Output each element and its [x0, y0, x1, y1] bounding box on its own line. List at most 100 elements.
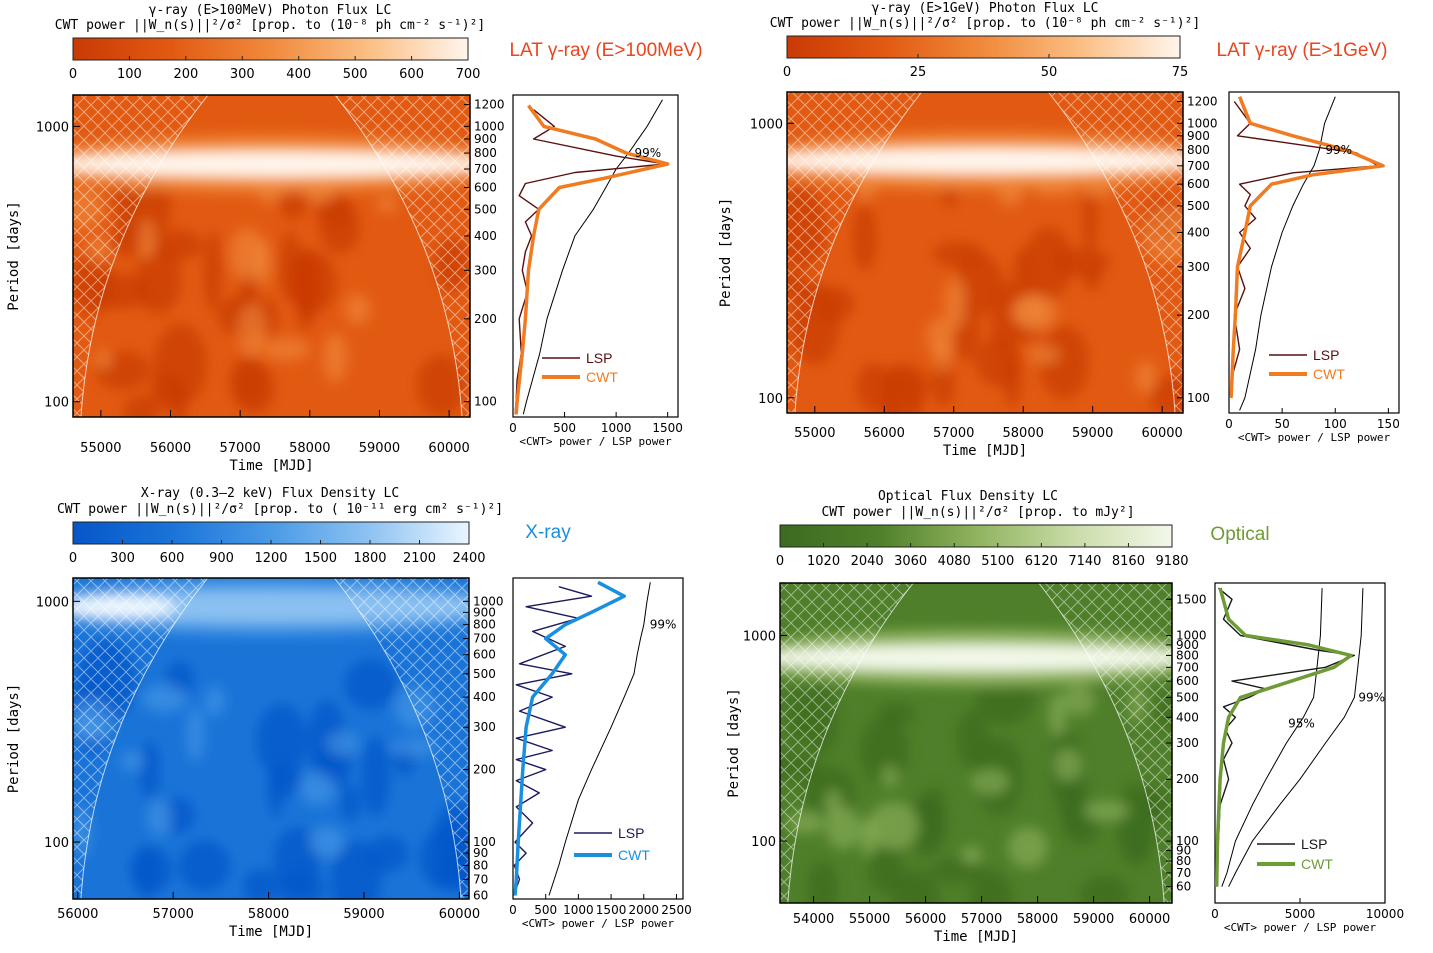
- side-x-tick-label: 1500: [596, 903, 627, 917]
- legend-label: LSP: [1301, 836, 1327, 852]
- lsp-curve: [1215, 587, 1356, 887]
- side-x-axis-label: <CWT> power / LSP power: [1224, 921, 1377, 934]
- period-tick-label: 700: [473, 632, 496, 646]
- side-x-tick-label: 2500: [661, 903, 692, 917]
- period-tick-label: 600: [1176, 674, 1199, 688]
- y-tick-label: 1000: [750, 117, 783, 132]
- cwt-heatmap: [73, 95, 470, 417]
- x-tick-label: 56000: [905, 912, 946, 927]
- period-tick-label: 500: [1187, 199, 1210, 213]
- colorbar-tick-label: 2040: [851, 554, 884, 569]
- cone-of-influence-left: [73, 578, 208, 899]
- y-axis-label: Period [days]: [6, 201, 22, 311]
- significance-99-curve: [1239, 96, 1336, 411]
- x-axis-label: Time [MJD]: [934, 929, 1018, 945]
- colorbar-tick-label: 600: [399, 67, 424, 82]
- cone-of-influence-right: [1048, 92, 1183, 413]
- x-tick-label: 56000: [150, 441, 191, 456]
- cone-of-influence-left: [73, 95, 208, 417]
- period-tick-label: 90: [473, 846, 488, 860]
- side-x-tick-label: 50: [1274, 417, 1289, 431]
- y-tick-label: 100: [44, 836, 69, 851]
- colorbar-tick-label: 7140: [1068, 554, 1101, 569]
- colorbar-tick-label: 4080: [938, 554, 971, 569]
- period-tick-label: 100: [474, 395, 497, 409]
- colorbar-tick-label: 25: [910, 65, 927, 80]
- x-tick-label: 57000: [933, 426, 974, 441]
- colorbar: [72, 37, 469, 61]
- colorbar-tick-label: 500: [343, 67, 368, 82]
- significance-99-label: 99%: [1358, 690, 1385, 704]
- x-tick-label: 56000: [864, 426, 905, 441]
- side-x-tick-label: 1500: [652, 421, 683, 435]
- y-axis-label: Period [days]: [726, 688, 742, 798]
- period-tick-label: 1500: [1176, 592, 1207, 606]
- x-axis-label: Time [MJD]: [943, 443, 1027, 459]
- colorbar-tick-label: 50: [1041, 65, 1058, 80]
- colorbar-tick-label: 0: [783, 65, 791, 80]
- x-tick-label: 60000: [439, 907, 480, 922]
- period-tick-label: 900: [473, 605, 496, 619]
- cone-of-influence-left: [787, 92, 922, 413]
- x-tick-label: 57000: [219, 441, 260, 456]
- side-x-tick-label: 1000: [601, 421, 632, 435]
- period-tick-label: 80: [473, 858, 488, 872]
- period-tick-label: 200: [1187, 308, 1210, 322]
- period-tick-label: 600: [1187, 177, 1210, 191]
- legend-label: CWT: [1313, 366, 1345, 382]
- colorbar-label: CWT power ||W_n(s)||²/σ² [prop. to ( 10⁻…: [57, 502, 503, 517]
- legend-label: CWT: [1301, 856, 1333, 872]
- y-tick-label: 1000: [743, 629, 776, 644]
- period-tick-label: 800: [1187, 143, 1210, 157]
- colorbar-tick-label: 600: [160, 551, 185, 566]
- side-x-tick-label: 500: [534, 903, 557, 917]
- period-tick-label: 90: [1176, 844, 1191, 858]
- x-tick-label: 55000: [80, 441, 121, 456]
- side-x-tick-label: 10000: [1366, 907, 1404, 921]
- period-tick-label: 500: [473, 667, 496, 681]
- period-tick-label: 900: [1187, 129, 1210, 143]
- colorbar-tick-label: 2400: [452, 551, 485, 566]
- significance-95-label: 95%: [1288, 716, 1315, 730]
- legend-label: CWT: [618, 847, 650, 863]
- cone-of-influence-right: [1038, 583, 1172, 903]
- x-tick-label: 60000: [428, 441, 469, 456]
- side-panel: [1228, 91, 1400, 414]
- significance-99-curve: [548, 582, 651, 896]
- x-tick-label: 59000: [359, 441, 400, 456]
- period-tick-label: 80: [1176, 854, 1191, 868]
- side-x-tick-label: 0: [1225, 417, 1233, 431]
- side-x-tick-label: 100: [1324, 417, 1347, 431]
- significance-99-curve: [522, 99, 663, 415]
- panel-title: γ-ray (E>100MeV) Photon Flux LC: [149, 3, 392, 18]
- significance-99-label: 99%: [650, 618, 677, 632]
- period-tick-label: 900: [474, 132, 497, 146]
- period-tick-label: 1000: [1176, 628, 1207, 642]
- colorbar-tick-label: 8160: [1112, 554, 1145, 569]
- x-tick-label: 58000: [1003, 426, 1044, 441]
- panel-title: Optical Flux Density LC: [878, 489, 1058, 504]
- colorbar-tick-label: 1020: [807, 554, 840, 569]
- period-tick-label: 800: [474, 146, 497, 160]
- x-tick-label: 57000: [961, 912, 1002, 927]
- period-tick-label: 1200: [1187, 95, 1218, 109]
- legend-label: LSP: [586, 350, 612, 366]
- cone-of-influence-right: [335, 95, 470, 417]
- colorbar-tick-label: 900: [209, 551, 234, 566]
- cwt-curve: [1215, 587, 1353, 887]
- colorbar-tick-label: 2100: [403, 551, 436, 566]
- y-tick-label: 100: [751, 835, 776, 850]
- cone-of-influence-right: [334, 578, 469, 899]
- cwt-heatmap: [73, 578, 469, 899]
- period-tick-label: 200: [473, 763, 496, 777]
- x-tick-label: 59000: [1072, 426, 1113, 441]
- period-tick-label: 1000: [1187, 116, 1218, 130]
- cwt-heatmap: [780, 583, 1172, 903]
- period-tick-label: 200: [474, 312, 497, 326]
- x-tick-label: 59000: [1073, 912, 1114, 927]
- period-tick-label: 100: [1176, 834, 1199, 848]
